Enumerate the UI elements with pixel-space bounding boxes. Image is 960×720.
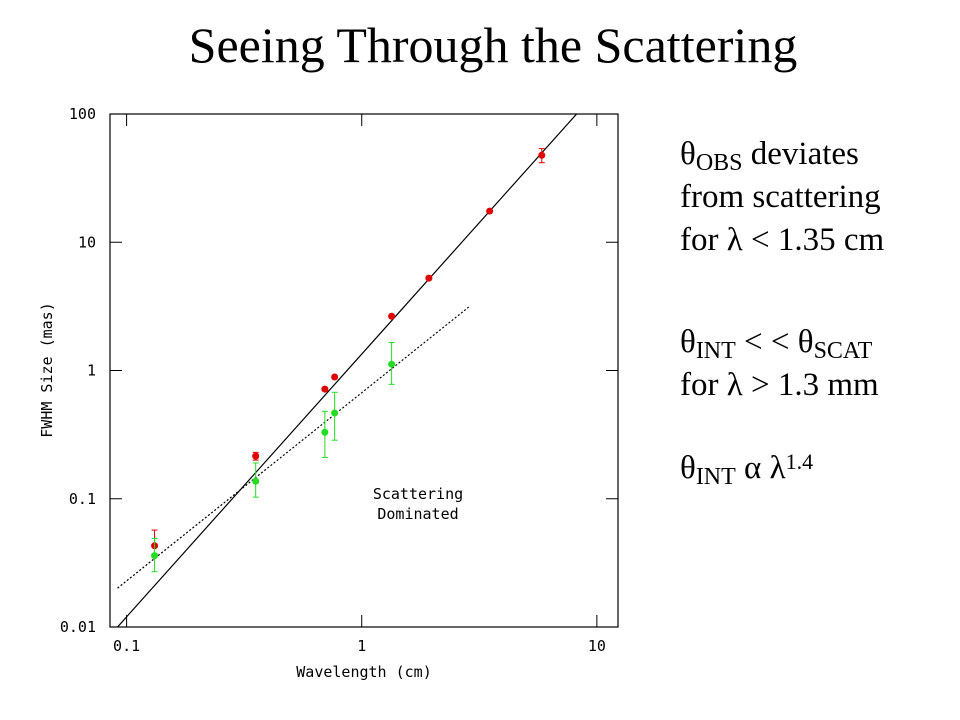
point <box>538 151 546 159</box>
x-tick-label: 1 <box>357 637 366 655</box>
note-segment: 1.4 <box>786 449 814 474</box>
fit-line <box>117 306 470 589</box>
note-line: θINT < < θSCAT <box>680 324 873 364</box>
note-segment: for λ > 1.3 mm <box>680 367 879 403</box>
point <box>331 373 339 381</box>
annotation: Scattering <box>373 485 463 503</box>
note-line: for λ > 1.3 mm <box>680 367 879 403</box>
point <box>321 385 329 393</box>
note-segment: θ <box>680 450 696 486</box>
point <box>425 274 433 282</box>
note-line: θOBS deviates <box>680 136 859 176</box>
note-line: θINT α λ1.4 <box>680 449 813 490</box>
note-line: from scattering <box>680 179 881 215</box>
point <box>388 360 396 368</box>
note-segment: INT <box>696 464 736 490</box>
x-tick-label: 10 <box>588 637 606 655</box>
note-line: for λ < 1.35 cm <box>680 222 884 258</box>
y-tick-label: 0.01 <box>60 618 96 636</box>
note-segment: OBS <box>696 150 743 176</box>
point <box>321 428 329 436</box>
note-segment: for λ < 1.35 cm <box>680 222 884 258</box>
y-tick-label: 100 <box>69 105 96 123</box>
point <box>388 312 396 320</box>
y-tick-label: 10 <box>78 233 96 251</box>
x-axis-label: Wavelength (cm) <box>296 663 431 681</box>
point <box>151 552 159 560</box>
point <box>486 207 494 215</box>
annotation: Dominated <box>377 505 458 523</box>
note-segment: < < θ <box>736 324 814 360</box>
point <box>252 477 260 485</box>
note-segment: SCAT <box>814 338 873 364</box>
note-segment: α λ <box>736 450 786 486</box>
y-tick-label: 1 <box>87 362 96 380</box>
note-segment: θ <box>680 324 696 360</box>
x-tick-label: 0.1 <box>113 637 140 655</box>
fit-line <box>117 114 578 627</box>
slide-title: Seeing Through the Scattering <box>189 17 798 73</box>
y-tick-label: 0.1 <box>69 490 96 508</box>
y-axis-label: FWHM Size (mas) <box>38 302 56 437</box>
note-segment: θ <box>680 136 696 172</box>
note-segment: INT <box>696 338 736 364</box>
note-segment: from scattering <box>680 179 881 215</box>
point <box>252 452 260 460</box>
point <box>331 409 339 417</box>
note-segment: deviates <box>743 136 859 172</box>
